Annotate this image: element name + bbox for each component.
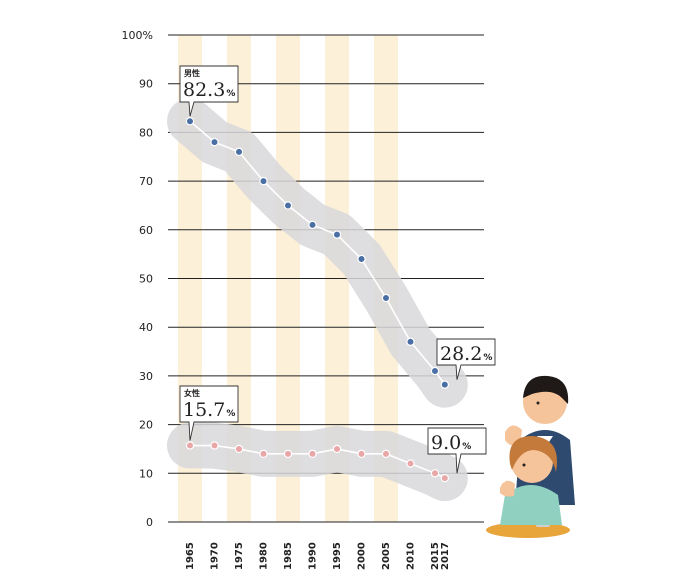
- x-tick-label: 2015: [430, 542, 441, 570]
- data-point: [430, 366, 440, 376]
- data-point: [234, 444, 244, 454]
- woman-body: [500, 485, 562, 525]
- y-tick-label: 90: [139, 78, 153, 91]
- series-line-0: [189, 120, 446, 386]
- data-point: [185, 441, 195, 450]
- data-point: [210, 137, 219, 147]
- x-tick-label: 1990: [308, 542, 319, 570]
- woman-hand: [500, 480, 515, 497]
- callout-unit: %: [226, 89, 235, 99]
- x-tick-label: 2017: [440, 542, 451, 570]
- data-point: [283, 449, 293, 459]
- callout-box: [179, 65, 239, 117]
- callout-3: 9.0%: [427, 427, 487, 474]
- callout-series-label: 男性: [184, 68, 200, 78]
- x-tick-label: 1975: [234, 542, 245, 570]
- y-tick-label: 0: [146, 516, 153, 529]
- y-tick-label: 10: [139, 467, 153, 480]
- data-point: [406, 337, 415, 347]
- y-tick-label: 100%: [122, 29, 153, 42]
- callout-box: [436, 338, 496, 380]
- callout-unit: %: [226, 409, 235, 419]
- man-cigarette: [497, 419, 513, 425]
- callout-series-label: 女性: [184, 388, 200, 398]
- callout-value: 28.2%: [440, 343, 492, 365]
- data-point: [283, 201, 293, 210]
- x-tick-label: 2005: [381, 542, 392, 570]
- data-point: [381, 293, 391, 303]
- y-tick-label: 30: [139, 370, 153, 383]
- data-point: [430, 469, 440, 478]
- data-point: [259, 176, 268, 186]
- two-smokers-illustration: [486, 375, 575, 538]
- data-point: [185, 116, 195, 126]
- callout-value: 9.0%: [431, 432, 471, 454]
- y-axis-ticks: 0 10 20 30 40 50 60 70 80 90 100%: [122, 29, 153, 529]
- x-tick-label: 1965: [185, 542, 196, 570]
- data-point: [440, 380, 449, 389]
- x-tick-label: 2010: [406, 542, 417, 570]
- data-point: [381, 449, 391, 459]
- data-point: [332, 444, 342, 454]
- series-layer: [185, 116, 449, 483]
- y-tick-label: 40: [139, 321, 153, 334]
- x-tick-label: 1985: [283, 542, 294, 570]
- data-point: [308, 220, 317, 230]
- x-tick-label: 1995: [332, 542, 343, 570]
- x-tick-label: 1970: [210, 542, 221, 570]
- man-eye: [536, 401, 540, 405]
- data-point: [357, 254, 366, 264]
- x-tick-label: 2000: [357, 542, 368, 570]
- callout-unit: %: [462, 442, 471, 452]
- x-tick-label: 1980: [259, 542, 270, 570]
- man-hair: [523, 375, 569, 404]
- woman-hair: [509, 436, 557, 472]
- y-tick-label: 70: [139, 175, 153, 188]
- data-point: [308, 449, 317, 459]
- callout-box: [179, 385, 239, 441]
- callout-1: 28.2%: [436, 338, 496, 380]
- woman-cigarette: [489, 476, 506, 483]
- y-tick-label: 20: [139, 419, 153, 432]
- callout-value: 82.3%: [183, 79, 235, 101]
- data-point: [234, 147, 244, 157]
- callout-box: [427, 427, 487, 474]
- y-tick-label: 80: [139, 126, 153, 139]
- data-point: [332, 230, 342, 239]
- data-point: [406, 459, 415, 468]
- data-point: [440, 473, 449, 483]
- y-tick-label: 60: [139, 224, 153, 237]
- data-point: [357, 449, 366, 459]
- data-point: [210, 441, 219, 450]
- x-axis-ticks: 1965 1970 1975 1980 1985 1990 1995 2000 2005 2010…: [185, 542, 451, 570]
- callout-value: 15.7%: [183, 399, 235, 421]
- callout-unit: %: [483, 353, 492, 363]
- y-tick-label: 50: [139, 273, 153, 286]
- woman-eye: [522, 463, 526, 467]
- data-point: [259, 449, 268, 459]
